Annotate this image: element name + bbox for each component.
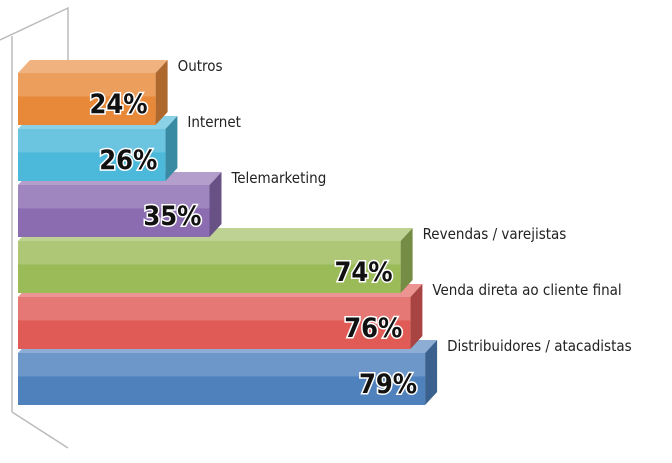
back-wall [0,6,69,449]
bar-front [18,297,411,349]
bar-side [165,116,178,181]
bar-side [425,340,438,405]
bar [18,228,413,293]
bar [18,60,168,125]
bar-side [400,228,413,293]
bar [18,172,222,237]
bar-side [410,284,423,349]
category-label: Revendas / varejistas [423,225,567,243]
bar-shine [18,353,426,377]
category-label: Telemarketing [231,169,327,187]
bar-shine [18,185,210,209]
bar-shine [18,297,411,321]
category-label: Internet [187,113,241,131]
bar-top [18,60,168,73]
bar-shine [18,73,156,97]
bar-shine [18,241,401,265]
bar-shine [18,129,166,153]
data-label: 79% [359,369,417,400]
category-label: Venda direta ao cliente final [432,281,621,299]
data-label: 76% [344,313,402,344]
bar [18,116,178,181]
data-label: 26% [99,145,157,176]
bar-side [155,60,168,125]
bar-front [18,353,426,405]
bar-front [18,73,156,125]
bar-side [209,172,222,237]
category-label: Outros [178,57,223,75]
category-label: Distribuidores / atacadistas [447,337,632,355]
data-label: 24% [89,89,147,120]
data-label: 74% [334,257,392,288]
bar-front [18,241,401,293]
data-label: 35% [143,201,201,232]
bar-front [18,129,166,181]
bar-front [18,185,210,237]
